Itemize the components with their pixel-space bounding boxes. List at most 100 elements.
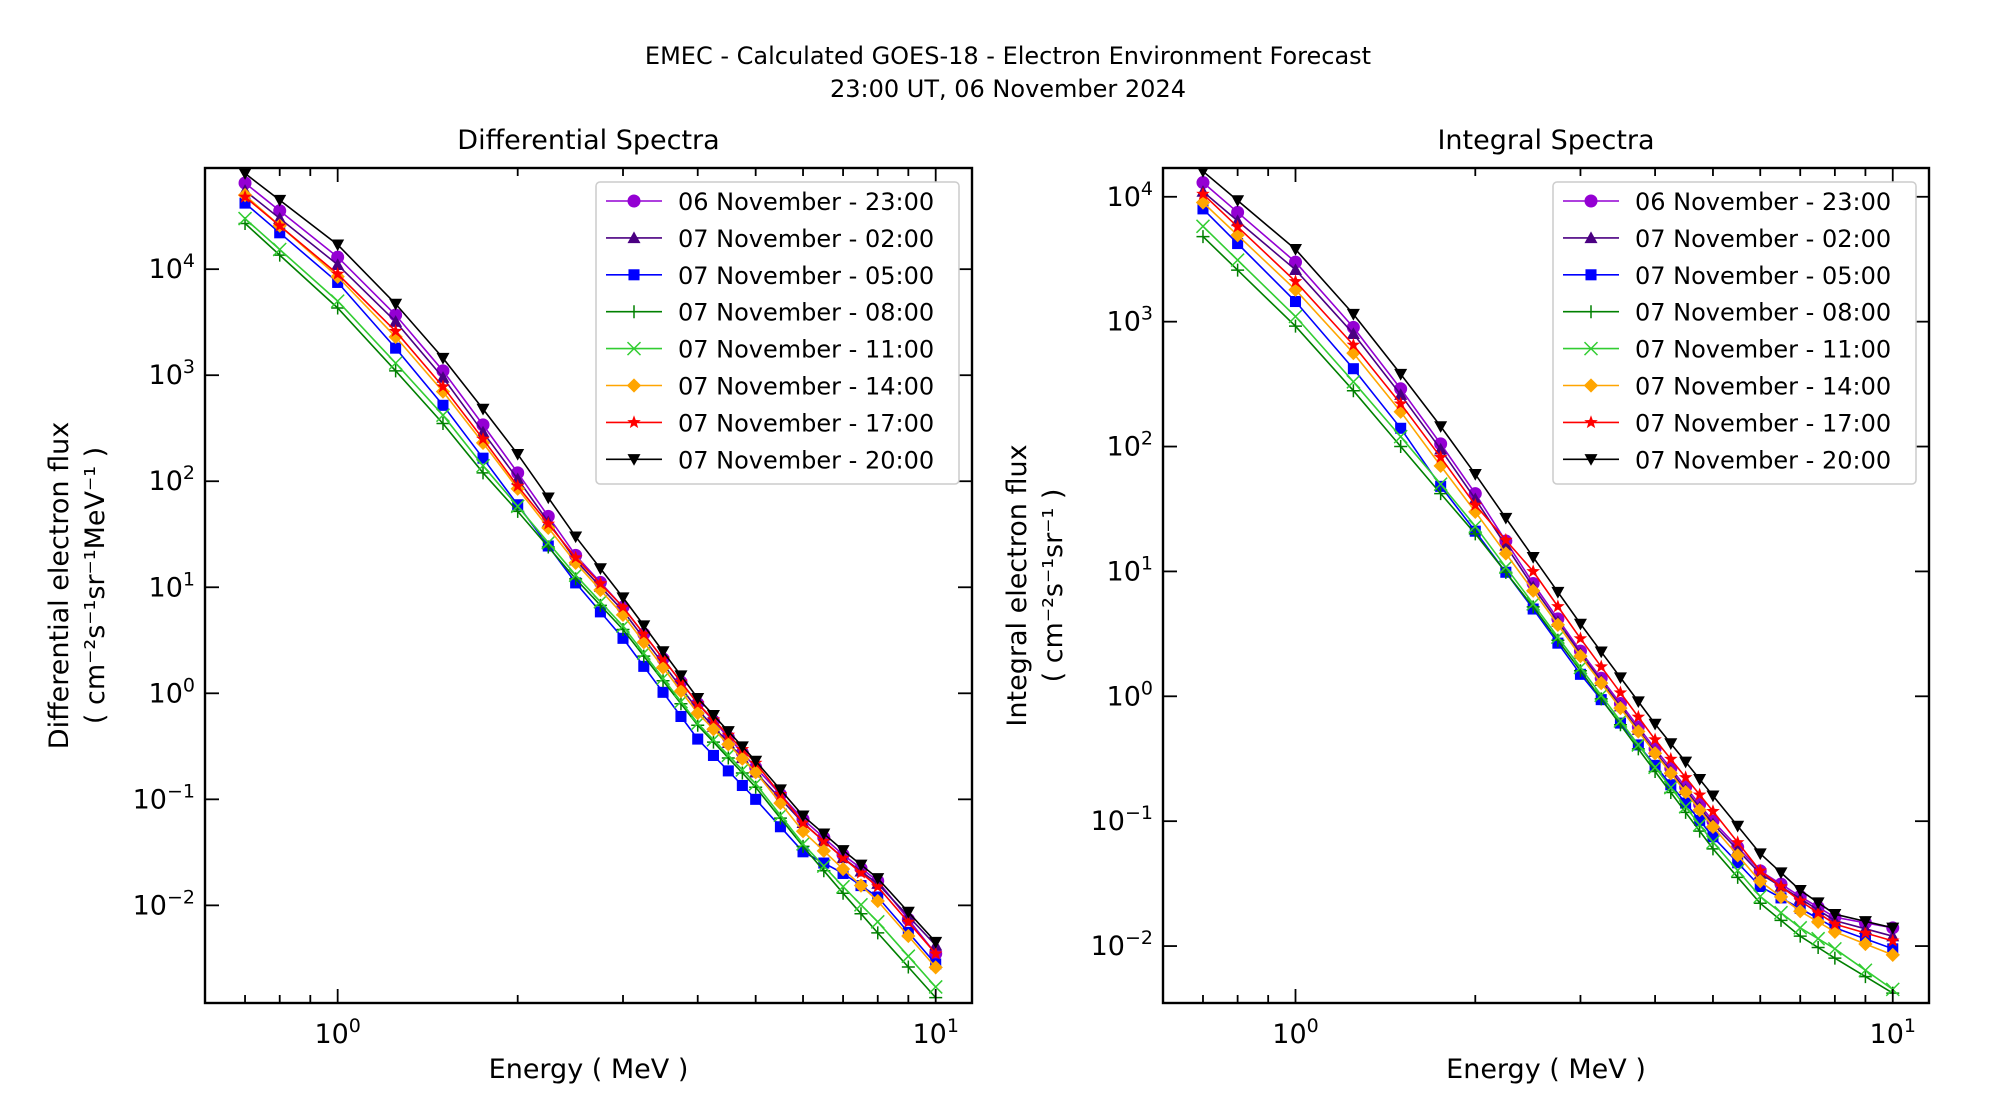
data-point-07-november-05-00-18 <box>1707 831 1719 843</box>
data-point-07-november-20-00-15 <box>1664 738 1678 750</box>
data-point-07-november-05-00-0 <box>239 197 251 209</box>
data-point-06-november-23-00-2 <box>1288 255 1302 269</box>
data-point-07-november-11-00-16 <box>1678 799 1693 814</box>
legend: 06 November - 23:00 07 November - 02:00 07… <box>595 181 960 485</box>
legend-marker-07-november-08-00 <box>627 305 641 319</box>
data-point-07-november-14-00-7 <box>1498 546 1513 561</box>
differential-spectra-panel: Differential Spectra 100 101 10−2 10−1 100 101… <box>44 125 974 1085</box>
data-point-07-november-17-00-2 <box>1288 274 1303 288</box>
data-point-07-november-20-00-24 <box>871 873 885 885</box>
data-point-07-november-11-00-22 <box>1793 920 1808 935</box>
data-point-07-november-11-00-10 <box>1573 660 1588 675</box>
data-point-07-november-14-00-19 <box>1730 848 1745 863</box>
data-point-07-november-20-00-19 <box>1731 820 1745 833</box>
data-point-07-november-20-00-17 <box>1693 774 1707 786</box>
data-point-07-november-20-00-14 <box>1648 718 1662 731</box>
data-point-07-november-11-00-8 <box>568 568 583 583</box>
data-point-07-november-05-00-5 <box>1435 480 1447 492</box>
data-point-07-november-17-00-23 <box>854 865 868 879</box>
data-point-07-november-17-00-13 <box>1631 709 1646 723</box>
data-point-07-november-20-00-22 <box>1793 885 1807 897</box>
data-point-07-november-08-00-17 <box>735 766 749 780</box>
data-point-07-november-02-00-4 <box>1394 388 1408 400</box>
data-point-07-november-20-00-3 <box>389 298 403 311</box>
data-point-07-november-20-00-3 <box>1346 308 1360 321</box>
data-point-07-november-05-00-14 <box>692 733 704 745</box>
data-point-07-november-20-00-25 <box>1858 916 1872 928</box>
data-point-07-november-11-00-4 <box>1393 429 1408 444</box>
data-point-07-november-20-00-6 <box>511 448 525 461</box>
data-point-07-november-11-00-25 <box>1858 963 1873 978</box>
y-tick-label: 10−2 <box>1091 927 1153 962</box>
data-point-07-november-20-00-4 <box>1394 368 1408 381</box>
data-point-07-november-08-00-24 <box>1828 951 1842 965</box>
data-point-07-november-05-00-13 <box>675 710 687 723</box>
data-point-07-november-11-00-8 <box>1526 596 1541 611</box>
data-point-07-november-14-00-8 <box>568 555 583 570</box>
data-point-07-november-11-00-19 <box>773 808 788 823</box>
data-point-07-november-20-00-14 <box>691 692 705 705</box>
data-point-07-november-20-00-13 <box>674 670 688 683</box>
y-tick-label: 10−2 <box>133 886 195 921</box>
data-point-07-november-08-00-22 <box>1793 929 1807 943</box>
data-point-07-november-11-00-15 <box>1663 780 1678 795</box>
axes-frame <box>1161 166 1931 1005</box>
data-point-07-november-20-00-4 <box>436 352 450 365</box>
data-point-07-november-20-00-26 <box>1886 922 1900 935</box>
data-point-07-november-08-00-19 <box>773 811 787 825</box>
data-point-07-november-08-00-6 <box>1468 527 1482 541</box>
data-point-07-november-08-00-23 <box>854 907 868 921</box>
data-point-07-november-17-00-16 <box>1678 770 1693 784</box>
data-point-07-november-11-00-19 <box>1730 863 1745 878</box>
data-point-07-november-20-00-16 <box>721 726 735 738</box>
data-point-07-november-14-00-8 <box>1526 583 1541 598</box>
data-point-07-november-05-00-17 <box>1694 814 1706 826</box>
data-point-07-november-05-00-18 <box>750 793 762 805</box>
data-point-07-november-20-00-5 <box>476 403 490 416</box>
data-point-07-november-14-00-20 <box>1753 874 1768 889</box>
data-point-07-november-08-00-4 <box>1394 440 1408 454</box>
integral-spectra-panel: Integral Spectra 100 101 10−2 10−1 100 101 102 1… <box>1002 125 1931 1085</box>
y-axis-units: ( cm⁻²s⁻¹sr⁻¹MeV⁻¹ ) <box>80 447 111 724</box>
legend-label-07-november-05-00: 07 November - 05:00 <box>678 262 934 290</box>
data-point-07-november-20-00-23 <box>1811 897 1825 910</box>
data-point-07-november-20-00-20 <box>796 810 810 823</box>
y-tick-label: 101 <box>149 568 195 603</box>
data-point-07-november-08-00-24 <box>871 926 885 940</box>
data-point-07-november-11-00-24 <box>870 914 885 929</box>
legend-marker-07-november-02-00 <box>627 231 641 244</box>
data-point-07-november-02-00-4 <box>436 371 450 383</box>
data-point-07-november-14-00-11 <box>1594 675 1609 691</box>
data-point-07-november-11-00-23 <box>1811 931 1826 946</box>
data-point-07-november-20-00-20 <box>1753 848 1767 861</box>
data-point-07-november-11-00-22 <box>836 879 851 894</box>
data-point-07-november-20-00-16 <box>1679 756 1693 769</box>
data-point-07-november-20-00-2 <box>1288 244 1302 256</box>
data-point-07-november-17-00-12 <box>1613 685 1628 699</box>
data-point-07-november-08-00-1 <box>273 248 287 262</box>
data-point-07-november-20-00-9 <box>593 563 607 576</box>
data-point-07-november-14-00-4 <box>435 384 451 399</box>
data-point-07-november-08-00-2 <box>1289 319 1302 333</box>
data-point-07-november-14-00-5 <box>1433 458 1448 474</box>
series-group <box>237 168 943 1003</box>
data-point-07-november-17-00-14 <box>1648 732 1662 746</box>
data-point-07-november-08-00-13 <box>674 697 688 711</box>
data-point-07-november-05-00-3 <box>390 342 402 354</box>
y-tick-label: 102 <box>1107 428 1153 463</box>
x-tick-label: 101 <box>912 1015 958 1050</box>
data-point-07-november-14-00-15 <box>1663 766 1678 781</box>
data-point-06-november-23-00-0 <box>238 176 252 190</box>
data-point-07-november-20-00-8 <box>1526 551 1540 564</box>
data-point-07-november-17-00-11 <box>636 626 651 640</box>
data-point-07-november-08-00-25 <box>901 960 915 974</box>
data-point-07-november-05-00-11 <box>638 660 650 672</box>
data-point-07-november-17-00-25 <box>1858 925 1873 939</box>
x-tick-label: 101 <box>1870 1015 1916 1050</box>
data-point-07-november-05-00-12 <box>657 686 669 698</box>
figure-subtitle: 23:00 UT, 06 November 2024 <box>830 75 1186 103</box>
data-point-07-november-05-00-4 <box>437 399 449 411</box>
data-point-07-november-14-00-10 <box>1573 648 1588 664</box>
data-point-07-november-05-00-16 <box>1680 797 1692 809</box>
data-point-07-november-11-00-6 <box>510 499 525 514</box>
